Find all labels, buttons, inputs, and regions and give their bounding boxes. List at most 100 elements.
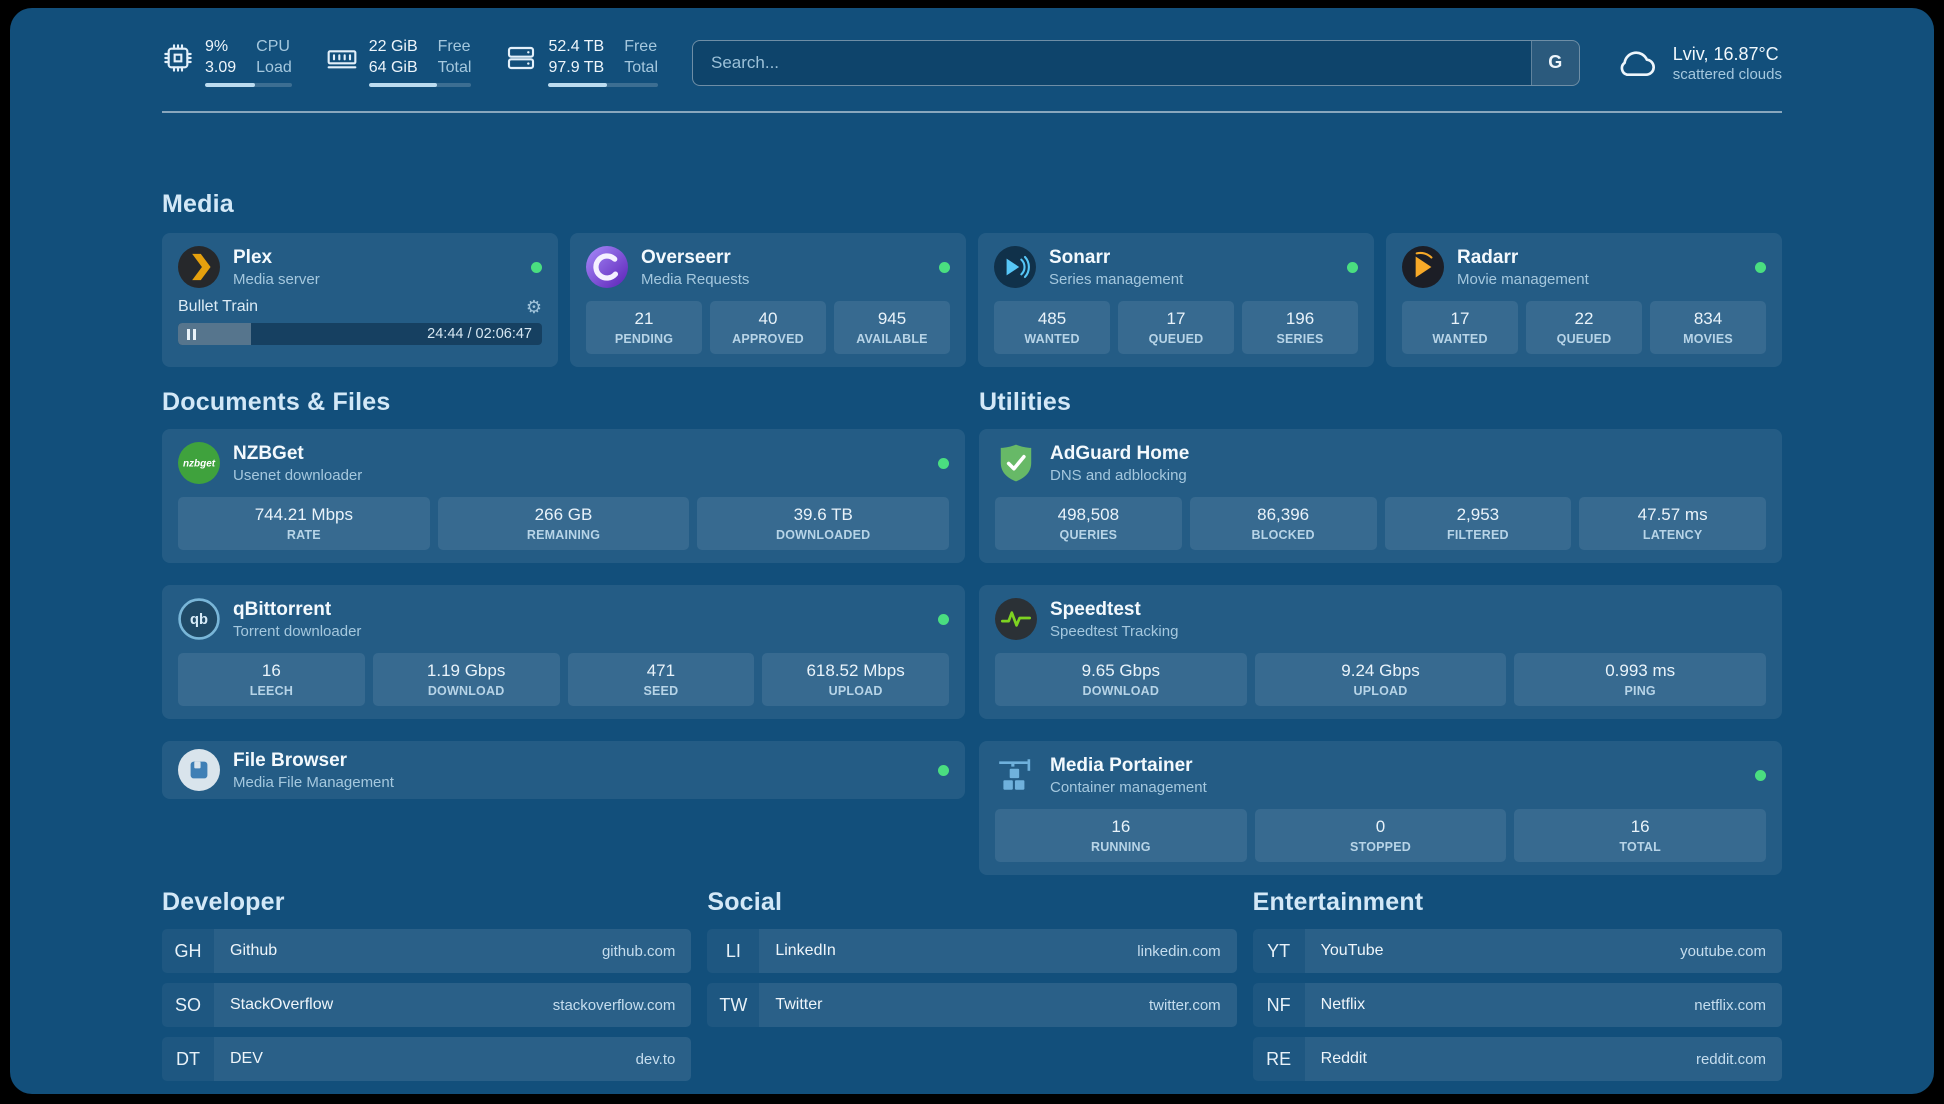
stat-box: 744.21 Mbps RATE [178, 497, 430, 550]
bookmark-domain: twitter.com [1148, 996, 1221, 1014]
stat-box: 86,396 BLOCKED [1189, 497, 1377, 550]
stat-label: REMAINING [526, 528, 601, 542]
stat-value: 834 [1693, 309, 1723, 328]
service-subtitle: Torrent downloader [233, 622, 362, 640]
stat-box: 9.65 Gbps DOWNLOAD [995, 653, 1247, 706]
memory-widget: 22 GiB Free 64 GiB Total [326, 38, 472, 87]
disk-icon [508, 46, 535, 70]
stat-box: 16 RUNNING [995, 809, 1247, 862]
adguard-icon [995, 442, 1037, 484]
service-card-qbittorrent[interactable]: qb qBittorrent Torrent downloader 16 LEE… [162, 585, 965, 719]
memory-progress-bar [368, 83, 472, 87]
bookmark-abbr: LI [707, 929, 760, 973]
bookmark-reddit[interactable]: RE Reddit reddit.com [1252, 1037, 1782, 1081]
section-title-media: Media [162, 190, 234, 218]
stat-label: SERIES [1276, 332, 1324, 346]
cpu-load-label: Load [256, 59, 292, 76]
stat-value: 21 [634, 309, 654, 328]
service-name: NZBGet [233, 442, 304, 464]
qbittorrent-icon-text: qb [190, 612, 208, 628]
cloud-icon [1620, 50, 1655, 76]
stat-box: 498,508 QUERIES [995, 497, 1182, 550]
bookmark-dev[interactable]: DT DEV dev.to [162, 1037, 692, 1081]
status-dot [938, 613, 949, 625]
stat-value: 196 [1285, 309, 1315, 328]
disk-free-label: Free [624, 38, 658, 55]
weather-condition: scattered clouds [1672, 65, 1782, 83]
stat-value: 22 [1574, 309, 1594, 328]
bookmark-abbr: GH [162, 929, 214, 973]
stat-label: UPLOAD [1353, 684, 1408, 698]
stat-box: 16 TOTAL [1514, 809, 1767, 862]
stat-box: 22 QUEUED [1526, 301, 1642, 354]
bookmark-name: DEV [230, 1050, 263, 1067]
disk-progress-bar [548, 83, 658, 87]
service-card-plex[interactable]: Plex Media server Bullet Train ⚙ 24:44 /… [162, 233, 558, 367]
bookmark-name: YouTube [1320, 942, 1384, 959]
stat-box: 618.52 Mbps UPLOAD [762, 653, 949, 706]
stat-label: APPROVED [732, 332, 804, 346]
stat-value: 86,396 [1257, 505, 1310, 524]
stat-label: SEED [643, 684, 679, 698]
disk-total-value: 97.9 TB [548, 59, 605, 76]
stat-value: 744.21 Mbps [254, 505, 353, 524]
bookmark-domain: stackoverflow.com [552, 996, 676, 1014]
disk-total-label: Total [624, 59, 658, 76]
service-subtitle: DNS and adblocking [1050, 466, 1187, 484]
dashboard: 9% CPU 3.09 Load [10, 8, 1934, 1094]
service-card-sonarr[interactable]: Sonarr Series management 485 WANTED 17 Q… [978, 233, 1374, 367]
status-dot [938, 457, 949, 469]
service-subtitle: Movie management [1457, 270, 1589, 288]
service-name: Plex [233, 246, 273, 268]
service-card-adguard[interactable]: AdGuard Home DNS and adblocking 498,508 … [979, 429, 1782, 563]
playback-progress-fill [178, 323, 251, 345]
memory-total-label: Total [437, 59, 472, 76]
pause-icon[interactable] [187, 328, 196, 340]
nzbget-icon-text: nzbget [183, 459, 216, 470]
bookmark-netflix[interactable]: NF Netflix netflix.com [1252, 983, 1782, 1027]
service-card-filebrowser[interactable]: File Browser Media File Management [162, 741, 965, 799]
stat-label: AVAILABLE [856, 332, 928, 346]
stat-label: RATE [286, 528, 321, 542]
service-subtitle: Media File Management [233, 773, 394, 791]
bookmark-name: Twitter [775, 996, 823, 1013]
memory-icon [327, 50, 357, 69]
plex-icon [178, 246, 220, 288]
bookmark-stackoverflow[interactable]: SO StackOverflow stackoverflow.com [162, 983, 692, 1027]
portainer-icon [995, 754, 1037, 796]
service-card-radarr[interactable]: Radarr Movie management 17 WANTED 22 QUE… [1386, 233, 1782, 367]
search-provider-button[interactable]: G [1530, 40, 1579, 85]
service-name: Radarr [1457, 246, 1519, 268]
stat-label: WANTED [1432, 332, 1488, 346]
bookmark-name: Reddit [1320, 1050, 1367, 1067]
service-subtitle: Series management [1049, 270, 1184, 288]
bookmark-youtube[interactable]: YT YouTube youtube.com [1252, 929, 1782, 973]
bookmark-abbr: YT [1252, 929, 1305, 973]
service-card-speedtest[interactable]: Speedtest Speedtest Tracking 9.65 Gbps D… [979, 585, 1782, 719]
stat-label: QUERIES [1059, 528, 1118, 542]
bookmark-domain: dev.to [635, 1050, 676, 1068]
stat-label: STOPPED [1350, 840, 1411, 854]
stat-value: 0 [1375, 817, 1386, 836]
service-card-portainer[interactable]: Media Portainer Container management 16 … [979, 741, 1782, 875]
stat-label: MOVIES [1683, 332, 1733, 346]
memory-total-value: 64 GiB [368, 59, 418, 76]
stat-label: WANTED [1024, 332, 1080, 346]
bookmark-github[interactable]: GH Github github.com [162, 929, 692, 973]
top-bar: 9% CPU 3.09 Load [162, 38, 1782, 87]
bookmark-twitter[interactable]: TW Twitter twitter.com [707, 983, 1237, 1027]
stat-label: PENDING [614, 332, 674, 346]
bookmark-linkedin[interactable]: LI LinkedIn linkedin.com [707, 929, 1237, 973]
stat-value: 17 [1166, 309, 1186, 328]
service-card-nzbget[interactable]: nzbget NZBGet Usenet downloader 744.21 M… [162, 429, 965, 563]
gear-icon[interactable]: ⚙ [525, 297, 542, 317]
disk-free-value: 52.4 TB [548, 38, 605, 55]
section-title-developer: Developer [162, 888, 285, 916]
service-card-overseerr[interactable]: Overseerr Media Requests 21 PENDING 40 A… [570, 233, 966, 367]
service-subtitle: Container management [1050, 778, 1207, 796]
search-input[interactable] [693, 40, 1531, 85]
stat-value: 485 [1037, 309, 1067, 328]
service-name: Media Portainer [1050, 754, 1193, 776]
radarr-icon [1402, 246, 1444, 288]
stat-label: QUEUED [1148, 332, 1204, 346]
